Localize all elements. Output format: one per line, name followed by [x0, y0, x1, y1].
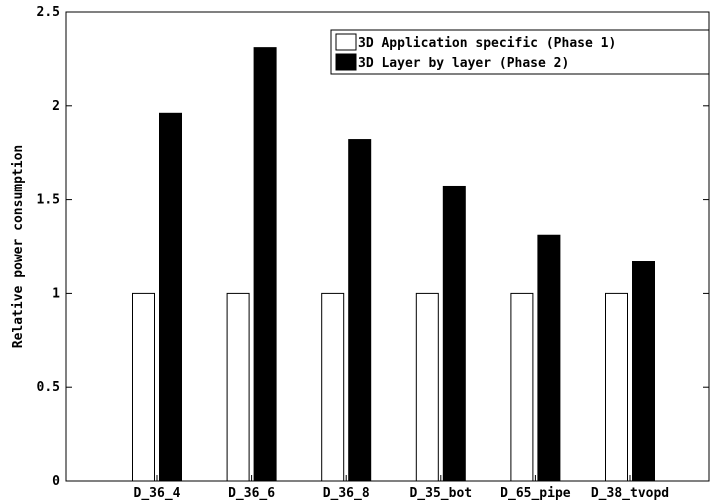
- bar-phase2: [632, 261, 655, 482]
- y-ticks: 0 0.5 1 1.5 2 2.5: [37, 5, 709, 489]
- legend: 3D Application specific (Phase 1) 3D Laye…: [330, 29, 710, 75]
- bar-phase1: [415, 292, 439, 482]
- x-tick-label: D_38_tvopd: [591, 486, 669, 501]
- axes: [65, 11, 710, 482]
- x-tick-label: D_65_pipe: [500, 486, 571, 501]
- bar-phase2: [348, 139, 372, 482]
- legend-label: 3D Application specific (Phase 1): [358, 36, 616, 51]
- x-ticks: D_36_4 D_36_6 D_36_8 D_35_bot D_65_pipe D_38_…: [134, 475, 669, 501]
- y-tick-label: 1.5: [37, 193, 60, 208]
- x-tick-label: D_36_6: [228, 486, 275, 501]
- y-axis-label: Relative power consumption: [11, 145, 26, 349]
- x-tick-label: D_36_4: [134, 486, 181, 501]
- y-tick-label: 0: [52, 474, 60, 489]
- legend-swatch: [335, 33, 357, 51]
- bar-phase1: [605, 292, 628, 482]
- legend-label: 3D Layer by layer (Phase 2): [358, 56, 569, 71]
- bar-phase2: [442, 185, 466, 482]
- x-tick-label: D_36_8: [323, 486, 370, 501]
- legend-swatch: [335, 53, 357, 71]
- bar-phase2: [537, 234, 561, 482]
- bar-phase1: [226, 292, 250, 482]
- x-tick-label: D_35_bot: [409, 486, 472, 501]
- plot-frame: [65, 11, 710, 482]
- bar-phase1: [510, 292, 534, 482]
- bars: [132, 47, 655, 482]
- y-tick-label: 2: [52, 99, 60, 114]
- y-tick-label: 2.5: [37, 5, 60, 20]
- bar-phase2: [253, 47, 277, 482]
- legend-box: [330, 29, 710, 75]
- bar-phase2: [159, 112, 182, 482]
- bar-phase1: [321, 292, 345, 482]
- y-tick-label: 0.5: [37, 380, 60, 395]
- y-tick-label: 1: [52, 286, 60, 301]
- bar-phase1: [132, 292, 155, 482]
